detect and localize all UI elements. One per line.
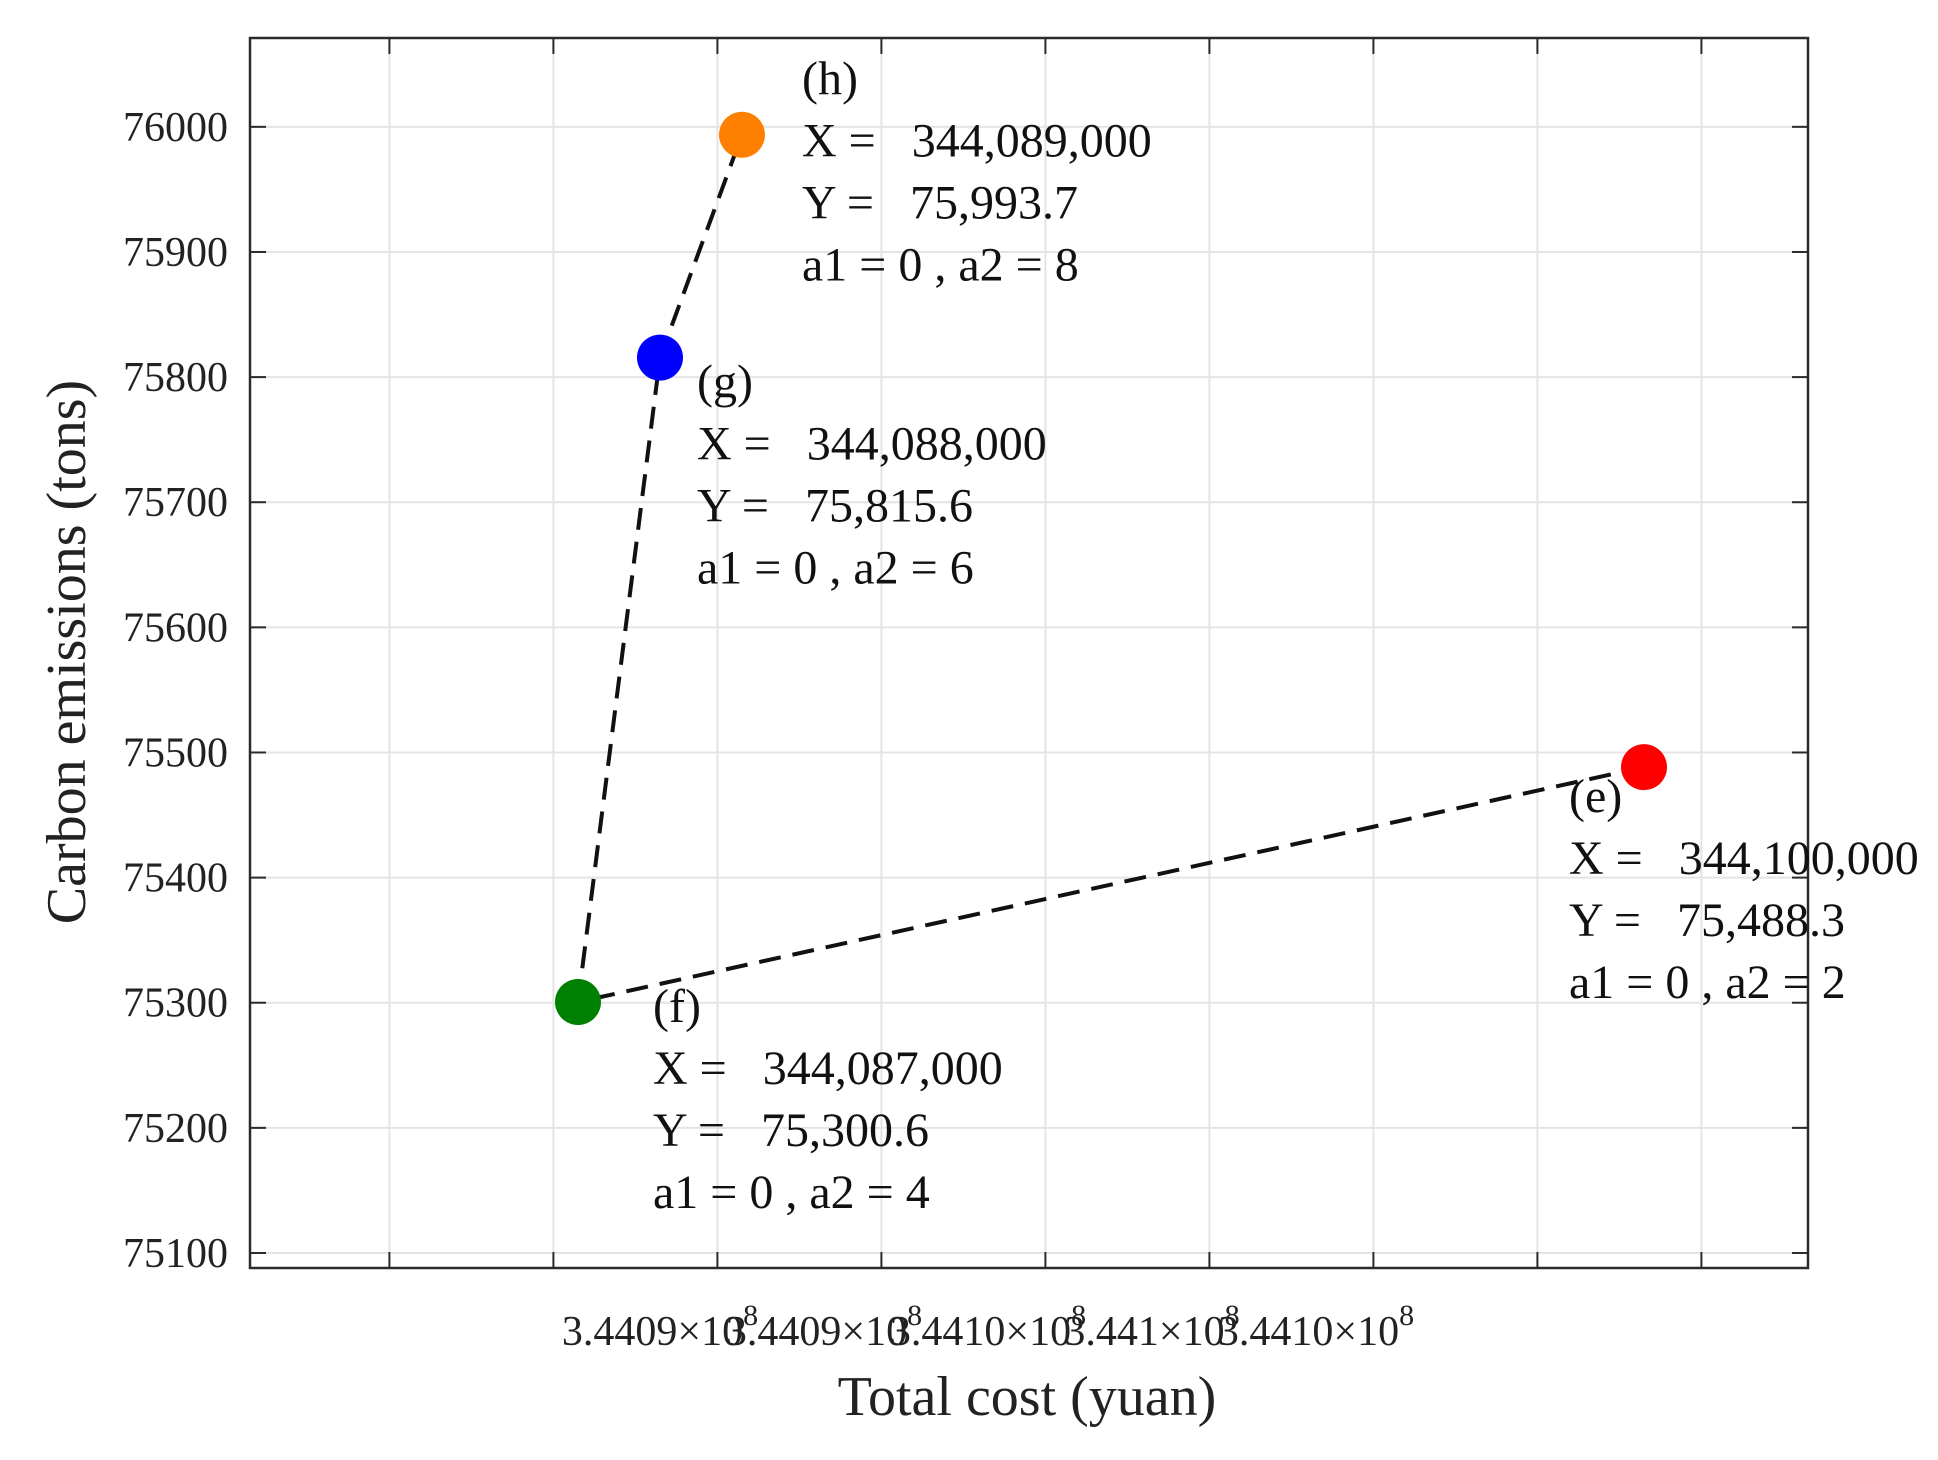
grid-lines: [250, 38, 1808, 1268]
y-tick-label: 75400: [123, 856, 228, 902]
axis-ticks: 75100 75200 75300 75400 75500 75600 75700 75800…: [123, 38, 1808, 1355]
annotation-label-f: (f): [653, 980, 701, 1033]
annotation-params-e: a1 = 0 , a2 = 2: [1569, 956, 1846, 1009]
annotation-params-f: a1 = 0 , a2 = 4: [653, 1166, 930, 1219]
data-point-f: [555, 978, 601, 1025]
x-tick-label: 3.4409×108: [726, 1299, 922, 1355]
connector-g-h: [658, 134, 744, 359]
data-points: [555, 111, 1667, 1025]
annotation-y-g: Y = 75,815.6: [697, 480, 973, 533]
x-tick-label: 3.441×108: [1064, 1299, 1239, 1355]
y-tick-label: 75100: [123, 1231, 228, 1277]
x-axis-title: Total cost (yuan): [838, 1366, 1217, 1428]
point-annotations: (e) X = 344,100,000 Y = 75,488.3 a1 = 0 , a…: [653, 53, 1919, 1219]
annotation-x-e: X = 344,100,000: [1569, 832, 1919, 885]
annotation-params-g: a1 = 0 , a2 = 6: [697, 542, 974, 595]
annotation-y-f: Y = 75,300.6: [653, 1104, 929, 1157]
y-tick-label: 75600: [123, 605, 228, 651]
x-tick-label: 3.4409×108: [562, 1299, 758, 1355]
data-point-g: [637, 334, 683, 381]
annotation-y-h: Y = 75,993.7: [802, 177, 1078, 230]
y-tick-label: 76000: [123, 105, 228, 151]
plot-area-frame: [248, 36, 1810, 1270]
y-tick-label: 75200: [123, 1106, 228, 1152]
annotation-label-h: (h): [802, 53, 858, 106]
annotation-label-g: (g): [697, 356, 753, 409]
connector-e-f: [577, 765, 1645, 1004]
annotation-y-e: Y = 75,488.3: [1569, 894, 1845, 947]
y-tick-label: 75800: [123, 355, 228, 401]
annotation-params-h: a1 = 0 , a2 = 8: [802, 239, 1079, 292]
y-tick-label: 75300: [123, 981, 228, 1027]
annotation-label-e: (e): [1569, 770, 1622, 823]
x-tick-label: 3.4410×108: [1218, 1299, 1414, 1355]
annotation-x-h: X = 344,089,000: [802, 115, 1152, 168]
y-tick-label: 75700: [123, 480, 228, 526]
annotation-x-g: X = 344,088,000: [697, 418, 1047, 471]
connection-lines: [576, 134, 1645, 1004]
y-tick-label: 75500: [123, 730, 228, 776]
data-point-h: [719, 111, 765, 158]
data-point-e: [1621, 744, 1667, 791]
y-tick-label: 75900: [123, 230, 228, 276]
connector-f-g: [576, 357, 662, 1003]
y-axis-title: Carbon emissions (tons): [36, 380, 98, 924]
annotation-x-f: X = 344,087,000: [653, 1042, 1003, 1095]
x-tick-label: 3.4410×108: [890, 1299, 1086, 1355]
